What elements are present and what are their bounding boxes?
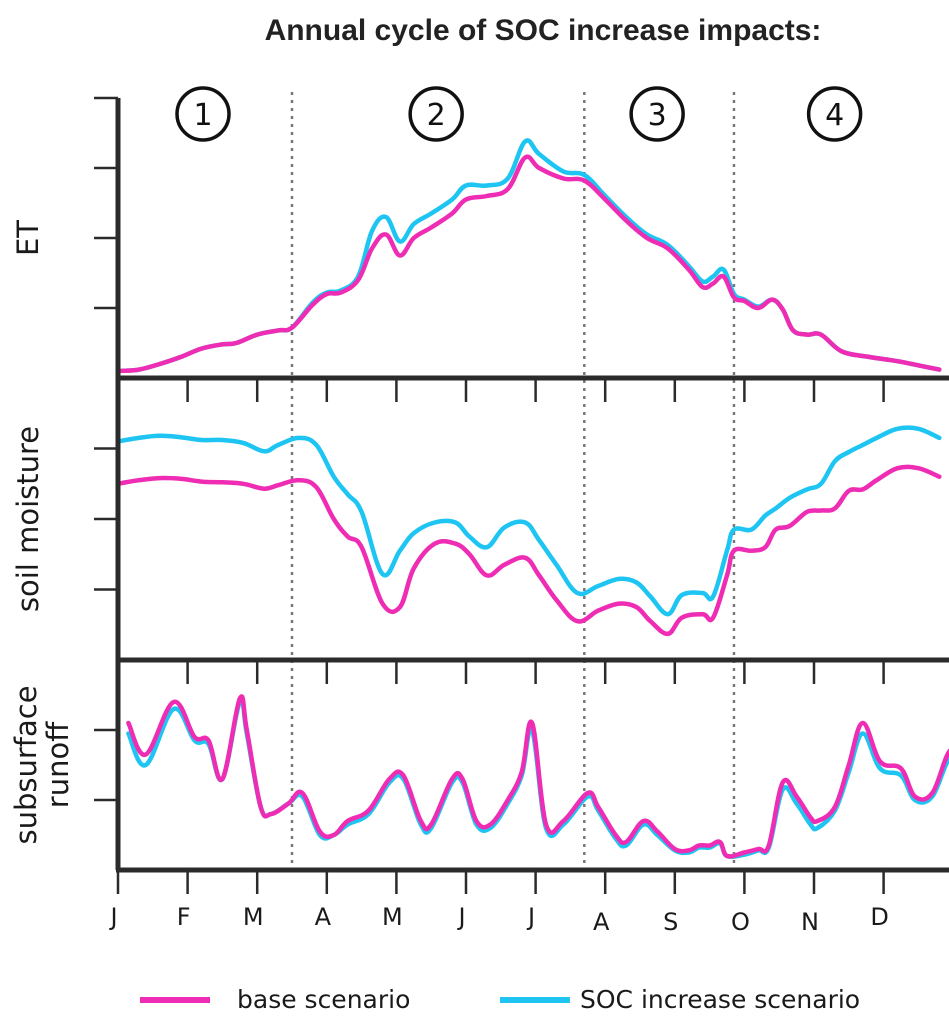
month-label: M [243, 903, 264, 931]
month-label: D [870, 903, 888, 931]
phase-dividers [290, 92, 736, 870]
phase-number: 2 [427, 98, 446, 133]
month-label: F [177, 903, 191, 931]
axes [115, 98, 949, 873]
chart-title: Annual cycle of SOC increase impacts: [265, 14, 822, 47]
month-label: J [456, 903, 465, 931]
subsurface-runoff-panel: subsurfacerunoff [9, 685, 949, 860]
series-line-soc [115, 425, 942, 617]
month-label: M [382, 903, 403, 931]
phase-number: 1 [193, 98, 212, 133]
phase-circle [629, 86, 685, 142]
phase-circle [408, 86, 464, 142]
series-line-base [126, 694, 949, 859]
phase-circle [175, 86, 231, 142]
month-label: J [526, 903, 535, 931]
phase-number: 4 [825, 98, 844, 133]
legend-label-base: base scenario [237, 985, 410, 1014]
y-axis-label: ET [11, 220, 45, 256]
month-label: A [315, 903, 332, 931]
soil-moisture-panel: soil moisture [11, 425, 942, 637]
month-label: A [593, 908, 610, 936]
y-axis-label: soil moisture [11, 426, 45, 612]
phase-circle [806, 86, 863, 142]
series-line-base [115, 464, 942, 637]
phase-labels: 1 2 3 4 [175, 86, 863, 142]
legend-label-soc: SOC increase scenario [580, 985, 860, 1014]
month-label: N [801, 908, 819, 936]
series-line-base [115, 154, 942, 374]
month-label: S [663, 908, 678, 936]
month-label: O [731, 908, 750, 936]
series-line-soc [115, 138, 942, 374]
phase-number: 3 [648, 98, 667, 133]
y-axis-label: subsurfacerunoff [9, 685, 75, 844]
et-panel: ET [11, 96, 942, 374]
legend: base scenario SOC increase scenario [140, 985, 860, 1014]
month-label: J [108, 903, 117, 931]
